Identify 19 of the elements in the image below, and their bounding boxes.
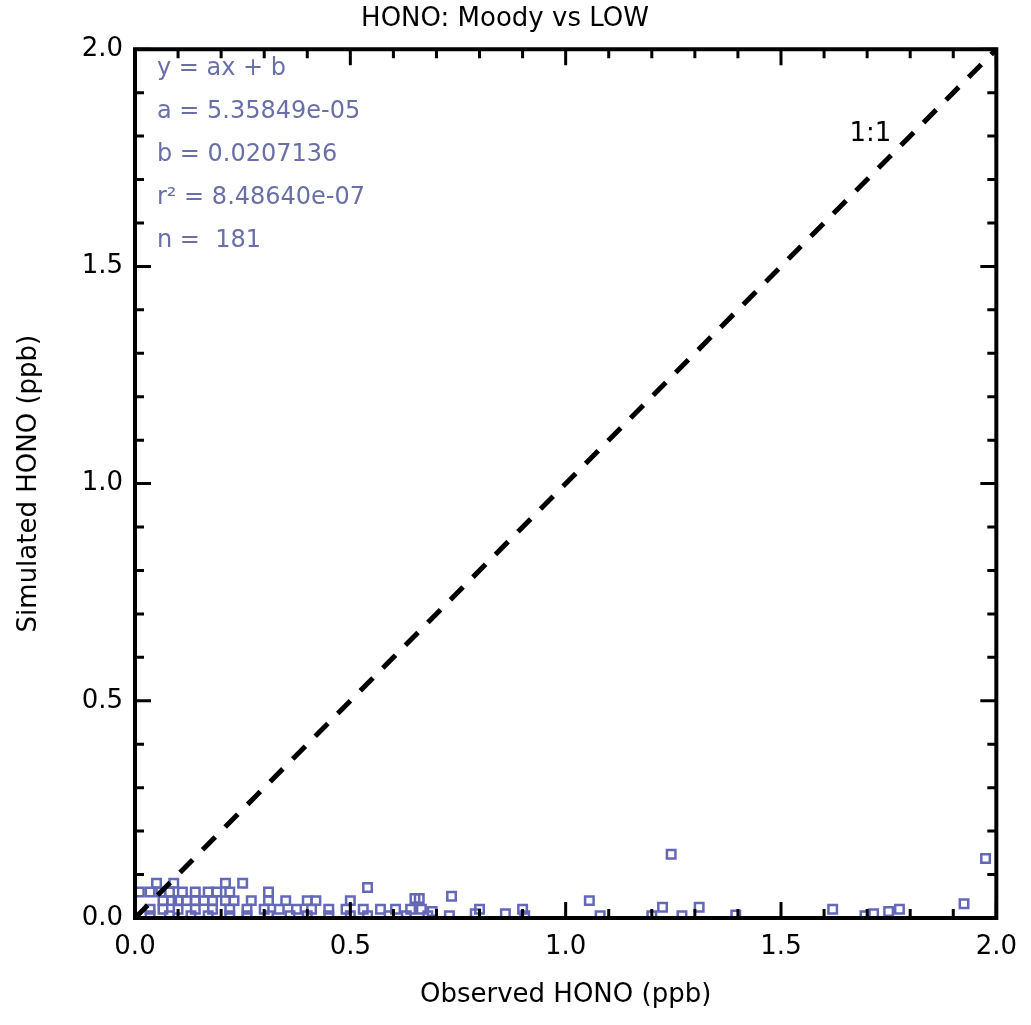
x-tick-label: 1.5 — [760, 930, 802, 961]
annotation: b = 0.0207136 — [157, 139, 338, 168]
annotation: n = 181 — [157, 225, 262, 254]
y-tick-label: 2.0 — [81, 31, 123, 62]
annotation: r² = 8.48640e-07 — [157, 182, 366, 211]
annotation: a = 5.35849e-05 — [157, 96, 361, 125]
x-tick-label: 0.5 — [329, 930, 372, 961]
y-tick-label: 1.0 — [81, 466, 123, 497]
x-axis-title: Observed HONO (ppb) — [419, 978, 712, 1009]
x-tick-label: 0.0 — [114, 930, 156, 961]
y-axis-title: Simulated HONO (ppb) — [12, 334, 43, 633]
y-tick-label: 1.5 — [81, 249, 123, 280]
y-tick-label: 0.5 — [81, 683, 123, 714]
annotation: y = ax + b — [157, 53, 287, 82]
x-tick-label: 2.0 — [975, 930, 1018, 961]
x-tick-label: 1.0 — [544, 930, 587, 961]
y-tick-label: 0.0 — [81, 900, 123, 931]
chart-title: HONO: Moody vs LOW — [361, 2, 649, 33]
series-label: 1:1 — [849, 116, 892, 147]
